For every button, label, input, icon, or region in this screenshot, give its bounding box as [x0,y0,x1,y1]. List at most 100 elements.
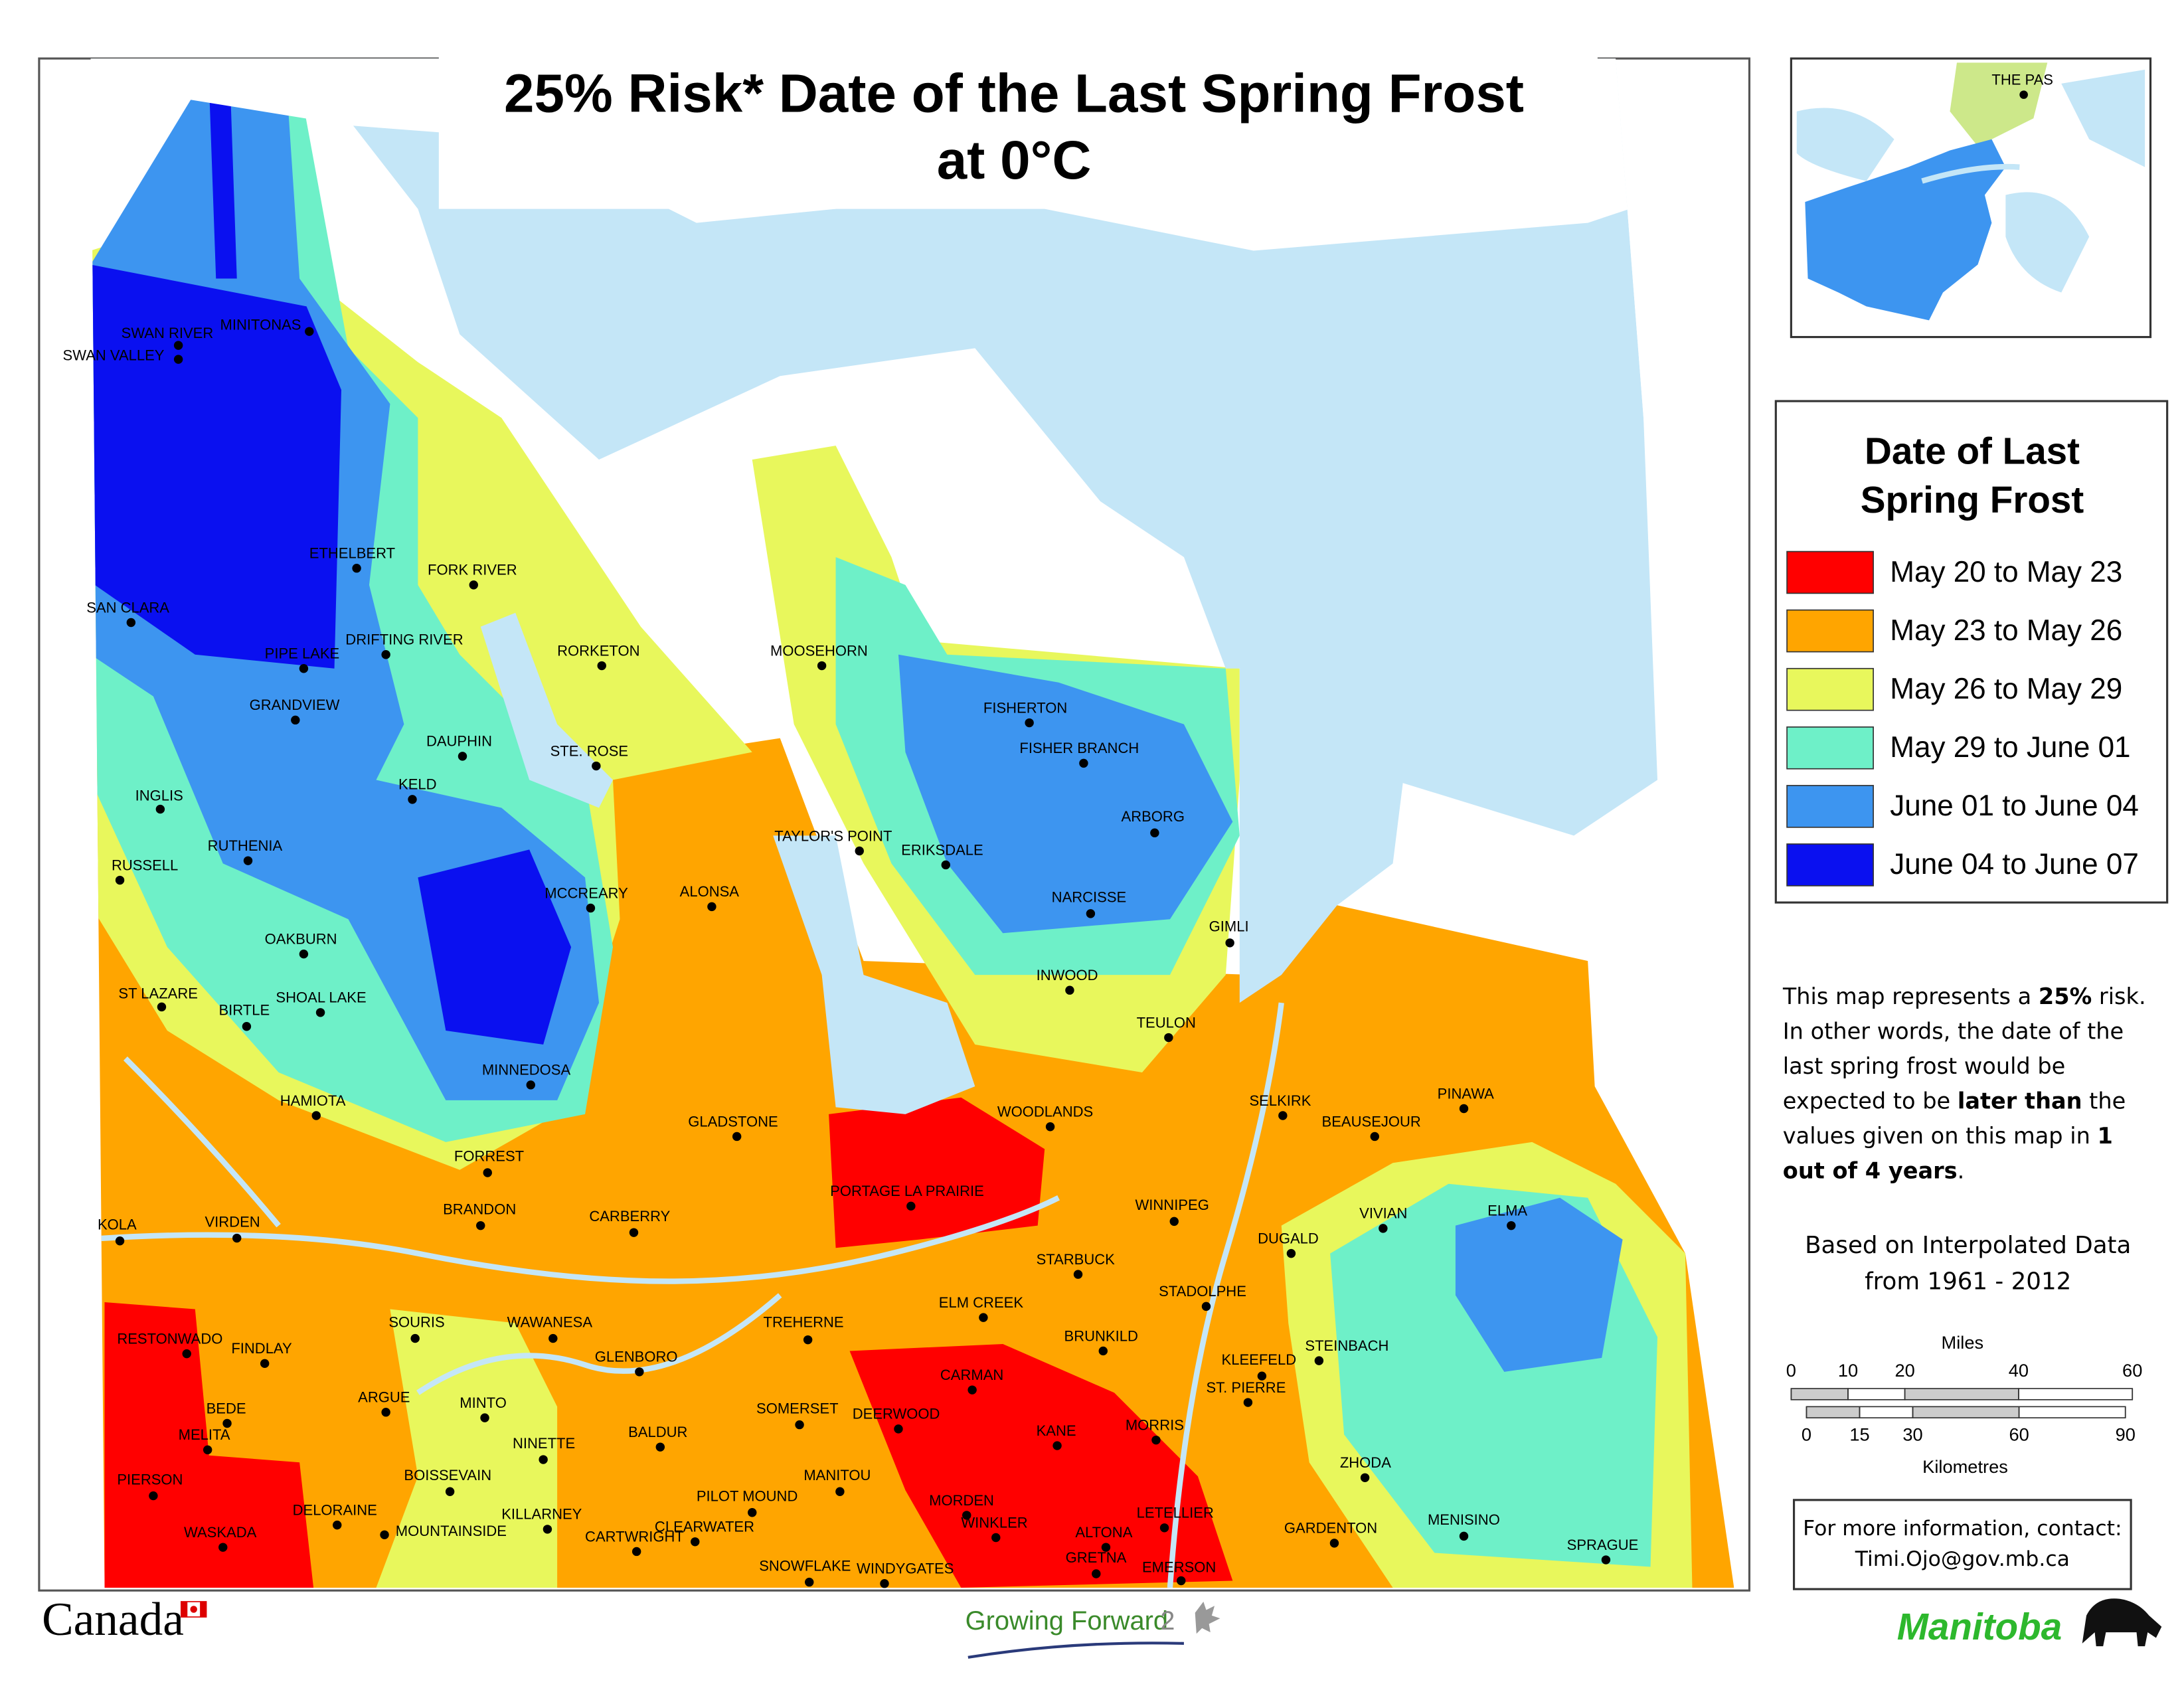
scale-tick-label: 10 [1838,1360,1858,1381]
place-label: NINETTE [513,1435,575,1452]
place-label: MINITONAS [220,317,301,333]
place-dot [126,618,136,628]
place-dot [299,949,309,959]
place-dot [1086,909,1096,918]
zone [209,76,237,279]
place-label: MINNEDOSA [482,1062,571,1078]
place-label: BOISSEVAIN [404,1467,491,1483]
miles-label: Miles [1942,1332,1984,1353]
place-dot [539,1455,548,1464]
place-label: MCCREARY [545,885,628,901]
place-dot [476,1221,485,1230]
place-label: MINTO [460,1394,507,1411]
zone [829,1097,1045,1248]
place-label: STARBUCK [1037,1251,1116,1268]
note-text: 1 out of 4 years [1782,1122,2113,1184]
place-label: ALONSA [680,883,740,900]
place-label: DRIFTING RIVER [345,632,463,648]
place-dot [260,1359,270,1369]
place-dot [1151,1435,1161,1445]
place-dot [115,875,125,885]
place-label: THE PAS [1991,71,2053,88]
place-dot [381,650,390,659]
place-dot [543,1525,552,1534]
place-dot [1159,1523,1169,1533]
place-dot [592,761,601,771]
place-dot [483,1168,492,1177]
inset-water [1796,69,2145,293]
scale-segment [1790,1388,1849,1400]
note-text: the values given on this map in [1782,1088,2126,1149]
place-label: SAN CLARA [86,599,169,616]
place-dot [1164,1033,1173,1043]
scale-segment [1859,1406,1914,1418]
place-dot [218,1543,228,1552]
place-dot [1329,1539,1339,1548]
legend-label: May 23 to May 26 [1890,614,2122,647]
place-label: HAMIOTA [280,1092,346,1109]
place-dot [1079,758,1088,768]
place-dot [894,1424,903,1434]
river [416,1293,782,1395]
place-label: SOURIS [388,1313,444,1330]
legend-swatch [1786,667,1874,711]
place-label: GIMLI [1209,918,1249,935]
note-box: This map represents a 25% risk. In other… [1782,983,2146,1184]
place-label: RORKETON [557,642,639,659]
scale-tick-label: 90 [2116,1424,2136,1445]
place-dot [880,1578,889,1588]
place-label: SWAN VALLEY [63,347,165,364]
place-label: ZHODA [1340,1454,1391,1471]
note-text: later than [1957,1088,2082,1114]
place-dot [991,1533,1001,1543]
place-label: FINDLAY [231,1340,292,1357]
place-label: ELMA [1487,1203,1527,1219]
legend-swatch [1786,843,1874,886]
place-dot [410,1333,420,1343]
place-label: CARBERRY [589,1208,670,1224]
place-label: WASKADA [184,1524,257,1541]
place-dot [115,1236,125,1246]
place-label: CARTWRIGHT [585,1528,684,1545]
place-dot [408,795,417,804]
scale-segment [1806,1406,1861,1418]
zone [1455,1197,1623,1372]
place-label: PIERSON [117,1471,183,1487]
place-label: ELM CREEK [939,1294,1024,1311]
zone [849,1343,1233,1588]
place-label: SNOWFLAKE [759,1557,851,1574]
scale-segment [1847,1388,1906,1400]
place-label: PILOT MOUND [697,1487,798,1504]
place-label: FISHER BRANCH [1019,740,1139,756]
title: at 0°C [937,130,1092,191]
note-text: 25% [2038,983,2092,1010]
place-label: BEDE [207,1400,246,1416]
place-label: FORK RIVER [428,562,517,578]
place-dot [1370,1132,1379,1141]
place-dot [232,1233,242,1243]
place-dot [1360,1473,1370,1483]
place-dot [381,1408,390,1417]
place-dot [155,804,165,814]
flag [180,1601,207,1618]
place-dot [1169,1217,1179,1226]
inset-zone [1805,139,2006,321]
place-label: STE. ROSE [550,742,628,759]
place-dot [242,1022,252,1031]
place-dot [480,1413,489,1422]
place-dot [1092,1569,1101,1578]
legend-label: May 26 to May 29 [1890,673,2122,705]
place-dot [2019,90,2028,99]
place-dot [333,1520,342,1530]
place-dot [149,1491,158,1501]
place-dot [1507,1221,1516,1230]
place-dot [1065,985,1074,995]
water [480,612,614,808]
place-label: RESTONWADO [117,1330,222,1347]
place-label: KILLARNEY [501,1506,582,1523]
inset-zone [1950,62,2048,147]
legend-title: Spring Frost [1861,479,2084,521]
place-label: MENISINO [1428,1511,1500,1528]
place-dot [817,661,827,671]
place-label: DEERWOOD [853,1406,940,1422]
